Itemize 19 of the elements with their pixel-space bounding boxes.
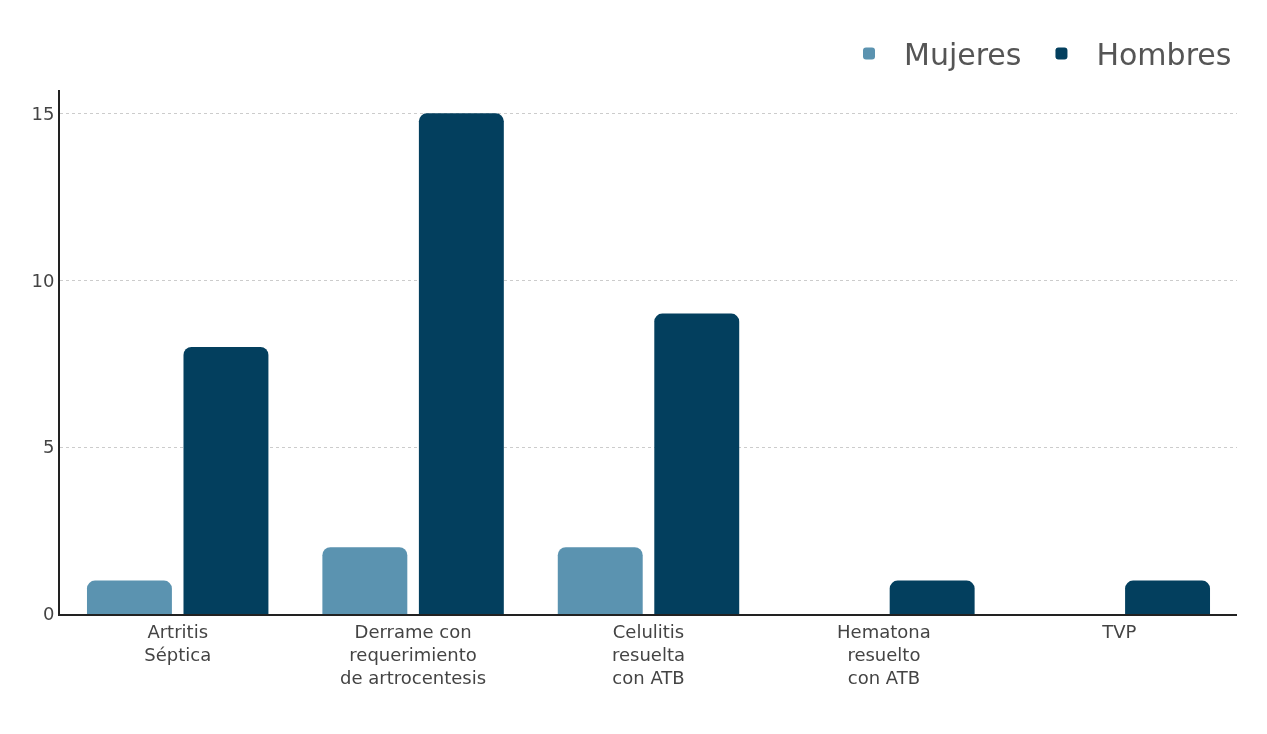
y-tick-label: 5 xyxy=(42,436,55,458)
bar xyxy=(557,547,643,614)
bar xyxy=(322,547,408,614)
legend-label: Mujeres xyxy=(904,37,1022,73)
bar xyxy=(1125,580,1211,614)
x-tick-label: Celulitis resuelta con ATB xyxy=(611,620,686,689)
y-tick-label: 15 xyxy=(31,102,55,124)
x-tick-label: Derrame con requerimiento de artrocentesis xyxy=(340,620,487,689)
x-tick-label: Hematona resuelto con ATB xyxy=(837,620,931,689)
bar xyxy=(418,113,504,614)
y-tick-label: 10 xyxy=(31,269,55,291)
x-tick-label: Artritis Séptica xyxy=(144,620,212,665)
bar xyxy=(654,313,740,614)
y-tick-label: 0 xyxy=(42,603,55,625)
bar xyxy=(86,580,172,614)
x-tick-label: TVP xyxy=(1101,620,1137,642)
legend-label: Hombres xyxy=(1096,37,1232,73)
bar xyxy=(889,580,975,614)
bar xyxy=(183,346,269,614)
